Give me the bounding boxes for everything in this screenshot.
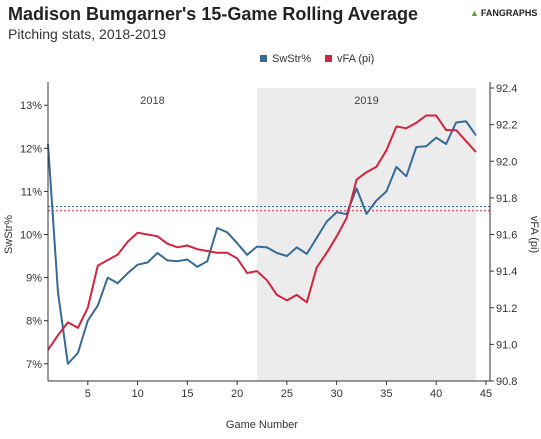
x-tick-label: 40 [430,388,442,400]
x-axis-label: Game Number [226,419,298,431]
vfa-series-line [47,114,477,351]
left-tick-label: 12% [20,143,42,155]
legend-swatch-vfa [325,55,332,62]
x-tick-label: 35 [380,388,392,400]
season-2019-shaded-region [257,88,476,381]
legend: SwStr% vFA (pi) [260,53,374,65]
right-tick-label: 90.8 [496,376,517,388]
x-tick-label: 15 [181,388,193,400]
left-axis-label: SwStr% [3,215,15,254]
x-tick-label: 20 [231,388,243,400]
right-tick-label: 91.8 [496,193,517,205]
season-2018-label: 2018 [140,95,164,107]
season-2019-label: 2019 [354,95,378,107]
chart-subtitle: Pitching stats, 2018-2019 [8,26,166,42]
swstr-series-line [47,120,477,365]
x-tick-label: 10 [131,388,143,400]
right-tick-label: 91.6 [496,230,517,242]
x-tick-label: 45 [480,388,492,400]
right-axis-label: vFA (pi) [528,216,540,253]
x-tick-label: 5 [85,388,91,400]
right-tick-label: 91.0 [496,339,517,351]
fangraphs-logo: ▲ FANGRAPHS [470,8,537,18]
right-tick-label: 91.2 [496,303,517,315]
left-tick-label: 9% [26,273,42,285]
legend-label-swstr: SwStr% [272,53,311,65]
left-tick-label: 7% [26,359,42,371]
left-tick-label: 11% [21,186,42,198]
right-tick-label: 92.4 [496,83,517,95]
logo-text: FANGRAPHS [480,8,538,18]
x-tick-label: 30 [331,388,343,400]
left-tick-label: 13% [20,100,42,112]
legend-label-vfa: vFA (pi) [337,53,374,65]
right-tick-label: 92.0 [496,156,517,168]
left-tick-label: 8% [26,316,42,328]
chart-title: Madison Bumgarner's 15-Game Rolling Aver… [8,4,419,24]
legend-swatch-swstr [260,55,267,62]
x-tick-label: 25 [281,388,293,400]
right-tick-label: 92.2 [496,120,517,132]
left-tick-label: 10% [20,230,42,242]
fangraphs-leaf-icon: ▲ [470,8,479,18]
right-tick-label: 91.4 [496,266,517,278]
